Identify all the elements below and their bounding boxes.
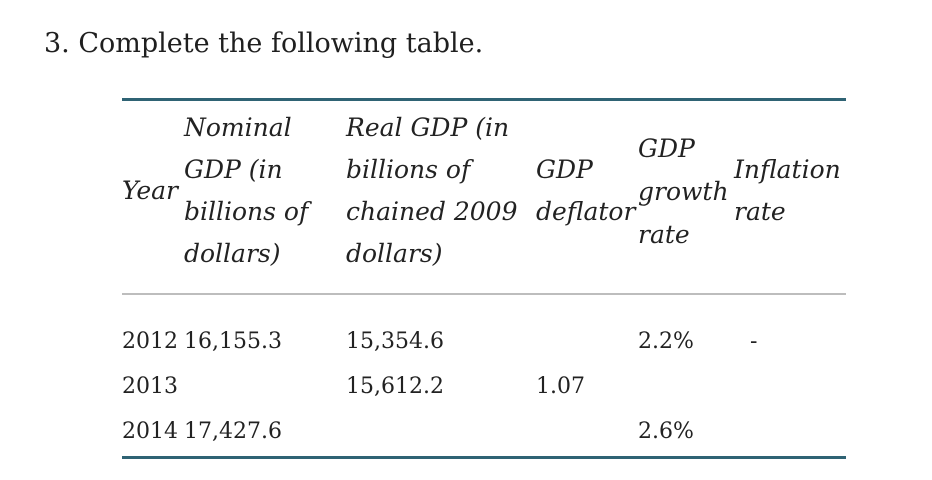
cell-gdp-growth-rate: 2.2% — [638, 329, 694, 354]
cell-inflation-rate — [734, 409, 846, 459]
cell-gdp-deflator — [536, 409, 638, 459]
header-gdp-growth-rate-label: GDP growth rate — [638, 133, 729, 249]
gdp-table: Year Nominal GDP (in billions of dollars… — [122, 98, 846, 459]
cell-real-gdp: 15,354.6 — [346, 329, 444, 354]
table-row: 2013 15,612.2 1.07 — [122, 364, 846, 409]
header-year-label: Year — [122, 176, 178, 205]
cell-gdp-growth-rate — [638, 364, 734, 409]
cell-year: 2013 — [122, 374, 178, 399]
cell-nominal-gdp — [184, 364, 346, 409]
table-row: 2012 16,155.3 15,354.6 2.2% - — [122, 294, 846, 364]
cell-gdp-deflator: 1.07 — [536, 374, 585, 399]
cell-nominal-gdp: 16,155.3 — [184, 329, 282, 354]
header-real-gdp: Real GDP (in billions of chained 2009 do… — [346, 98, 536, 295]
header-nominal-gdp-label: Nominal GDP (in billions of dollars) — [184, 113, 309, 268]
table-header-row: Year Nominal GDP (in billions of dollars… — [122, 98, 846, 295]
cell-year: 2012 — [122, 329, 178, 354]
cell-real-gdp — [346, 409, 536, 459]
header-gdp-deflator: GDP deflator — [536, 98, 638, 295]
header-gdp-growth-rate: GDP growth rate — [638, 98, 734, 295]
cell-year: 2014 — [122, 409, 184, 459]
cell-nominal-gdp: 17,427.6 — [184, 409, 346, 459]
gdp-table-container: Year Nominal GDP (in billions of dollars… — [122, 98, 846, 459]
cell-gdp-deflator — [536, 294, 638, 364]
table-row: 2014 17,427.6 2.6% — [122, 409, 846, 459]
header-real-gdp-label: Real GDP (in billions of chained 2009 do… — [346, 113, 518, 268]
cell-gdp-growth-rate: 2.6% — [638, 409, 734, 459]
question-text: 3. Complete the following table. — [44, 28, 484, 59]
header-nominal-gdp: Nominal GDP (in billions of dollars) — [184, 98, 346, 295]
header-year: Year — [122, 98, 184, 295]
cell-inflation-rate — [734, 364, 846, 409]
header-inflation-rate: Inflation rate — [734, 98, 846, 295]
header-inflation-rate-label: Inflation rate — [734, 155, 841, 226]
cell-inflation-rate: - — [750, 329, 758, 354]
cell-real-gdp: 15,612.2 — [346, 374, 444, 399]
header-gdp-deflator-label: GDP deflator — [536, 155, 636, 226]
